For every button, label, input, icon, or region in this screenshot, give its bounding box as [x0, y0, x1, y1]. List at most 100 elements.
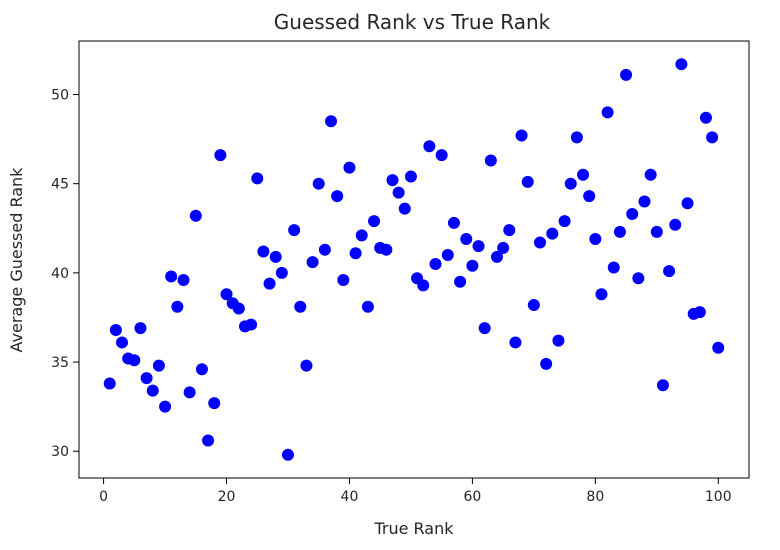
data-point: [675, 58, 688, 71]
plot-frame: [78, 40, 750, 479]
data-point: [380, 243, 393, 256]
data-point: [331, 190, 344, 203]
data-point: [521, 175, 534, 188]
data-point: [527, 298, 540, 311]
data-point: [589, 232, 602, 245]
y-tick-label: 50: [51, 88, 69, 104]
x-tick-label: 100: [705, 489, 732, 505]
data-point: [398, 202, 411, 215]
data-point: [355, 229, 368, 242]
data-point: [251, 172, 264, 185]
data-point: [312, 177, 325, 190]
data-point: [490, 250, 503, 263]
data-point: [558, 215, 571, 228]
data-point: [195, 363, 208, 376]
data-point: [349, 247, 362, 260]
data-point: [638, 195, 651, 208]
data-point: [620, 68, 633, 81]
chart-title: Guessed Rank vs True Rank: [274, 10, 551, 34]
x-tick-label: 60: [463, 489, 481, 505]
data-point: [404, 170, 417, 183]
data-point: [681, 197, 694, 210]
data-point: [540, 357, 553, 370]
x-tick-label: 40: [341, 489, 359, 505]
data-point: [583, 190, 596, 203]
data-point: [656, 379, 669, 392]
data-point: [515, 129, 528, 142]
data-point: [202, 434, 215, 447]
data-point: [146, 384, 159, 397]
data-point: [478, 322, 491, 335]
data-point: [669, 218, 682, 231]
data-point: [318, 243, 331, 256]
x-axis: 0 20 40 60 80 100: [99, 478, 732, 505]
data-point: [300, 359, 313, 372]
data-point: [607, 261, 620, 274]
data-point: [706, 131, 719, 144]
data-point: [417, 279, 430, 292]
data-point: [245, 318, 258, 331]
data-point: [577, 168, 590, 181]
x-tick-label: 20: [218, 489, 236, 505]
x-tick-label: 80: [586, 489, 604, 505]
data-point: [509, 336, 522, 349]
data-point: [392, 186, 405, 199]
data-point: [109, 323, 122, 336]
y-tick-label: 35: [51, 355, 69, 371]
data-point: [663, 265, 676, 278]
data-point: [165, 270, 178, 283]
data-point: [712, 341, 725, 354]
data-point: [650, 225, 663, 238]
data-point: [103, 377, 116, 390]
data-point: [171, 300, 184, 313]
data-point: [613, 225, 626, 238]
data-point: [497, 241, 510, 254]
data-point: [626, 208, 639, 221]
data-point: [644, 168, 657, 181]
data-point: [288, 224, 301, 237]
data-point: [460, 232, 473, 245]
data-point: [325, 115, 338, 128]
data-point: [183, 386, 196, 399]
data-point: [177, 274, 190, 287]
data-point: [208, 397, 221, 410]
data-point: [693, 306, 706, 319]
data-point: [435, 149, 448, 162]
data-point: [570, 131, 583, 144]
data-point: [306, 256, 319, 269]
data-point: [368, 215, 381, 228]
data-point: [294, 300, 307, 313]
data-point: [386, 174, 399, 187]
y-axis-label: Average Guessed Rank: [7, 167, 26, 353]
data-point: [257, 245, 270, 258]
data-point: [214, 149, 227, 162]
data-point: [699, 111, 712, 124]
y-tick-label: 30: [51, 444, 69, 460]
data-point: [269, 250, 282, 263]
data-point: [361, 300, 374, 313]
data-point: [275, 266, 288, 279]
data-point: [466, 259, 479, 272]
data-point: [343, 161, 356, 174]
data-point: [429, 257, 442, 270]
data-point: [423, 140, 436, 153]
data-point: [337, 274, 350, 287]
y-tick-label: 40: [51, 266, 69, 282]
data-point: [595, 288, 608, 301]
y-tick-label: 45: [51, 177, 69, 193]
data-point: [484, 154, 497, 167]
data-point: [441, 249, 454, 262]
data-point: [447, 216, 460, 229]
data-points: [103, 58, 725, 461]
data-point: [116, 336, 129, 349]
data-point: [152, 359, 165, 372]
x-tick-label: 0: [99, 489, 108, 505]
data-point: [472, 240, 485, 253]
data-point: [552, 334, 565, 347]
y-axis: 30 35 40 45 50: [51, 88, 79, 460]
data-point: [134, 322, 147, 335]
data-point: [546, 227, 559, 240]
data-point: [454, 275, 467, 288]
data-point: [281, 448, 294, 461]
data-point: [128, 354, 141, 367]
